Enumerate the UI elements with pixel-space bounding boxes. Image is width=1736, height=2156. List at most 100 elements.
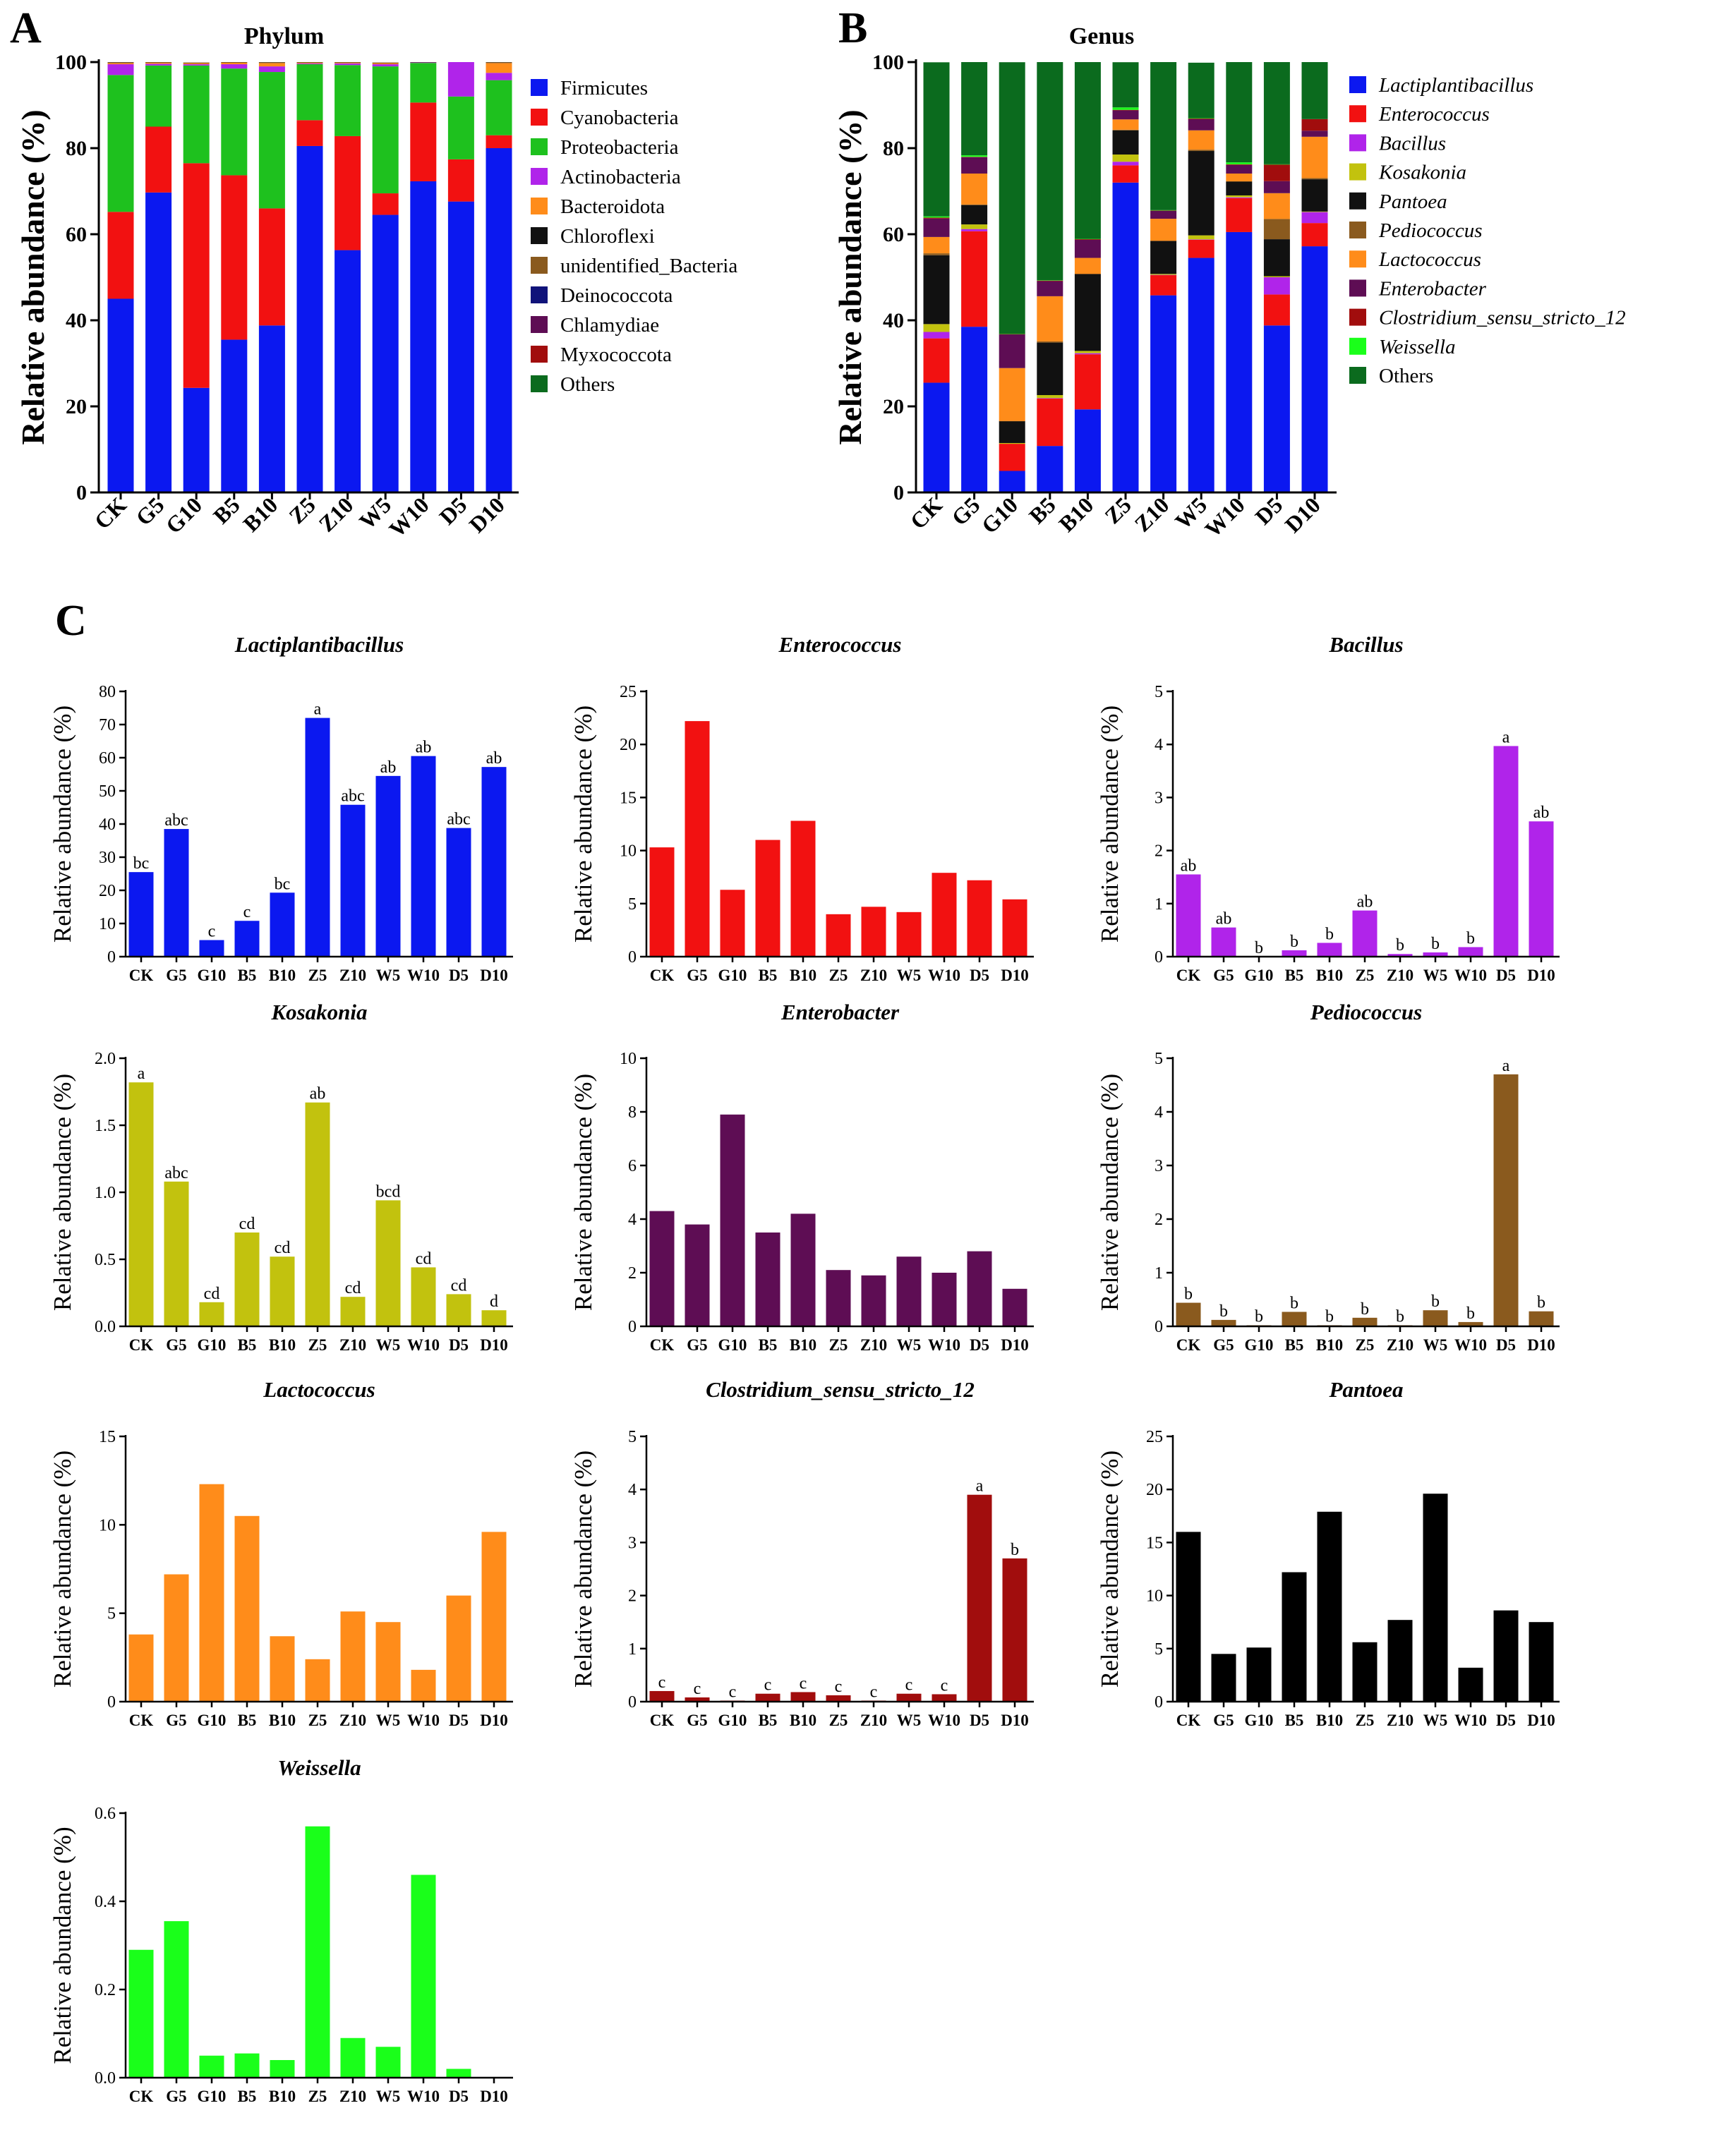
significance-label: c [694,1680,701,1698]
x-tick-label: Z5 [308,1712,327,1729]
significance-label: c [243,903,251,921]
bar-segment-kosakonia [1074,351,1101,353]
y-tick-label: 100 [872,51,904,74]
y-tick-label: 80 [66,137,87,160]
x-tick-label: G10 [160,492,207,538]
bar-segment-lactococcus [1037,296,1063,341]
bar-z10 [340,1297,366,1326]
x-tick-label: D5 [1250,492,1287,529]
bar-segment-bacteroidota [258,63,285,67]
bar-segment-bacillus [1074,353,1101,355]
bar-w10 [1458,1667,1483,1702]
x-tick-label: CK [1176,1336,1201,1354]
bar-w5 [375,1200,401,1326]
legend-swatch-unidentified-bacteria [531,257,548,274]
x-tick-label: G10 [198,1712,227,1729]
bar-segment-proteobacteria [334,65,361,136]
bar-g10 [199,940,224,957]
x-tick-label: CK [90,492,131,533]
significance-label: b [1325,925,1334,943]
x-tick-label: D10 [480,1712,508,1729]
bar-segment-lactococcus [1226,173,1253,181]
bar-stack-w10 [1226,62,1253,492]
y-tick-label: 0.0 [95,2069,116,2088]
significance-label: ab [416,739,432,757]
bar-z5 [1352,1317,1378,1326]
x-tick-label: B10 [1316,1336,1343,1354]
significance-label: b [1011,1541,1019,1559]
bar-ck [1176,1532,1201,1702]
bar-stack-z5 [1112,62,1139,492]
x-tick-label: G10 [718,1712,747,1729]
bar-segment-firmicutes [258,325,285,492]
bar-segment-lactiplantibacillus [1112,182,1139,492]
x-tick-label: G5 [687,967,707,984]
significance-label: cd [416,1249,432,1268]
bar-segment-lactococcus [961,173,988,205]
bar-segment-weissella [1074,238,1101,240]
y-tick-label: 20 [1146,1481,1163,1499]
x-tick-label: B5 [238,1336,257,1354]
bar-segment-kosakonia [999,442,1025,444]
bar-b10 [790,1213,816,1326]
x-tick-label: Z5 [308,1336,327,1354]
bar-w10 [411,1669,436,1702]
bar-g10 [199,1484,224,1702]
legend-swatch-bacteroidota [531,198,548,214]
bar-d5 [967,1494,992,1702]
y-axis-label: Relative abundance (%) [49,1827,76,2064]
x-tick-label: Z5 [1099,492,1136,528]
y-tick-label: 5 [628,1428,637,1446]
x-tick-label: W5 [376,967,401,984]
legend-swatch-firmicutes [531,79,548,96]
bar-b5 [755,840,780,957]
bar-g10 [720,890,745,957]
bar-segment-pantoea [1037,342,1063,396]
x-tick-label: G5 [131,492,169,530]
bar-segment-others [1037,62,1063,281]
y-tick-label: 10 [620,842,637,861]
x-tick-label: D10 [1527,1712,1555,1729]
legend-label-chlamydiae: Chlamydiae [560,314,659,337]
x-tick-label: D10 [1001,1712,1029,1729]
x-tick-label: D10 [480,967,508,984]
y-tick-label: 5 [1155,683,1163,701]
bar-ck [128,872,154,957]
bar-b5 [755,1693,780,1702]
y-axis-label: Relative abundance (%) [569,1074,597,1311]
significance-label: c [764,1676,772,1695]
bar-segment-unidentified-bacteria [145,62,172,63]
x-tick-label: Z10 [1387,1336,1413,1354]
y-tick-label: 2 [628,1264,637,1283]
bar-z10 [340,2037,366,2078]
bar-d5 [446,1595,471,1702]
chart-clostridium-sensu-stricto-12: Clostridium_sensu_stricto_12 Relative abu… [569,1377,1034,1729]
bar-segment-others [1301,62,1328,119]
legend-swatch-pediococcus [1349,222,1366,238]
x-tick-label: W5 [376,1336,401,1354]
y-tick-label: 40 [66,309,87,332]
bar-segment-enterobacter [999,334,1025,368]
bar-segment-pediococcus [1226,181,1253,182]
legend: Firmicutes Cyanobacteria Proteobacteria Act… [531,77,737,396]
bar-g5 [685,1697,710,1702]
legend-swatch-weissella [1349,337,1366,355]
bar-b10 [790,1692,816,1702]
significance-label: a [1502,1057,1510,1075]
x-tick-label: Z10 [1387,967,1413,984]
x-tick-label: G5 [166,1336,186,1354]
x-tick-label: B10 [269,967,296,984]
bar-segment-pantoea [999,420,1025,443]
significance-label: bc [275,875,291,893]
legend-label-enterobacter: Enterobacter [1378,277,1487,300]
bar-w5 [896,1693,922,1702]
bar-stack-b10 [1074,62,1101,492]
significance-label: ab [380,758,397,777]
x-tick-label: W10 [928,1712,960,1729]
significance-label: b [1537,1294,1545,1312]
bar-z10 [340,804,366,957]
x-tick-label: G5 [1213,1336,1234,1354]
bar-w10 [411,1267,436,1326]
bar-segment-cyanobacteria [334,135,361,250]
x-tick-label: W10 [407,2088,440,2105]
